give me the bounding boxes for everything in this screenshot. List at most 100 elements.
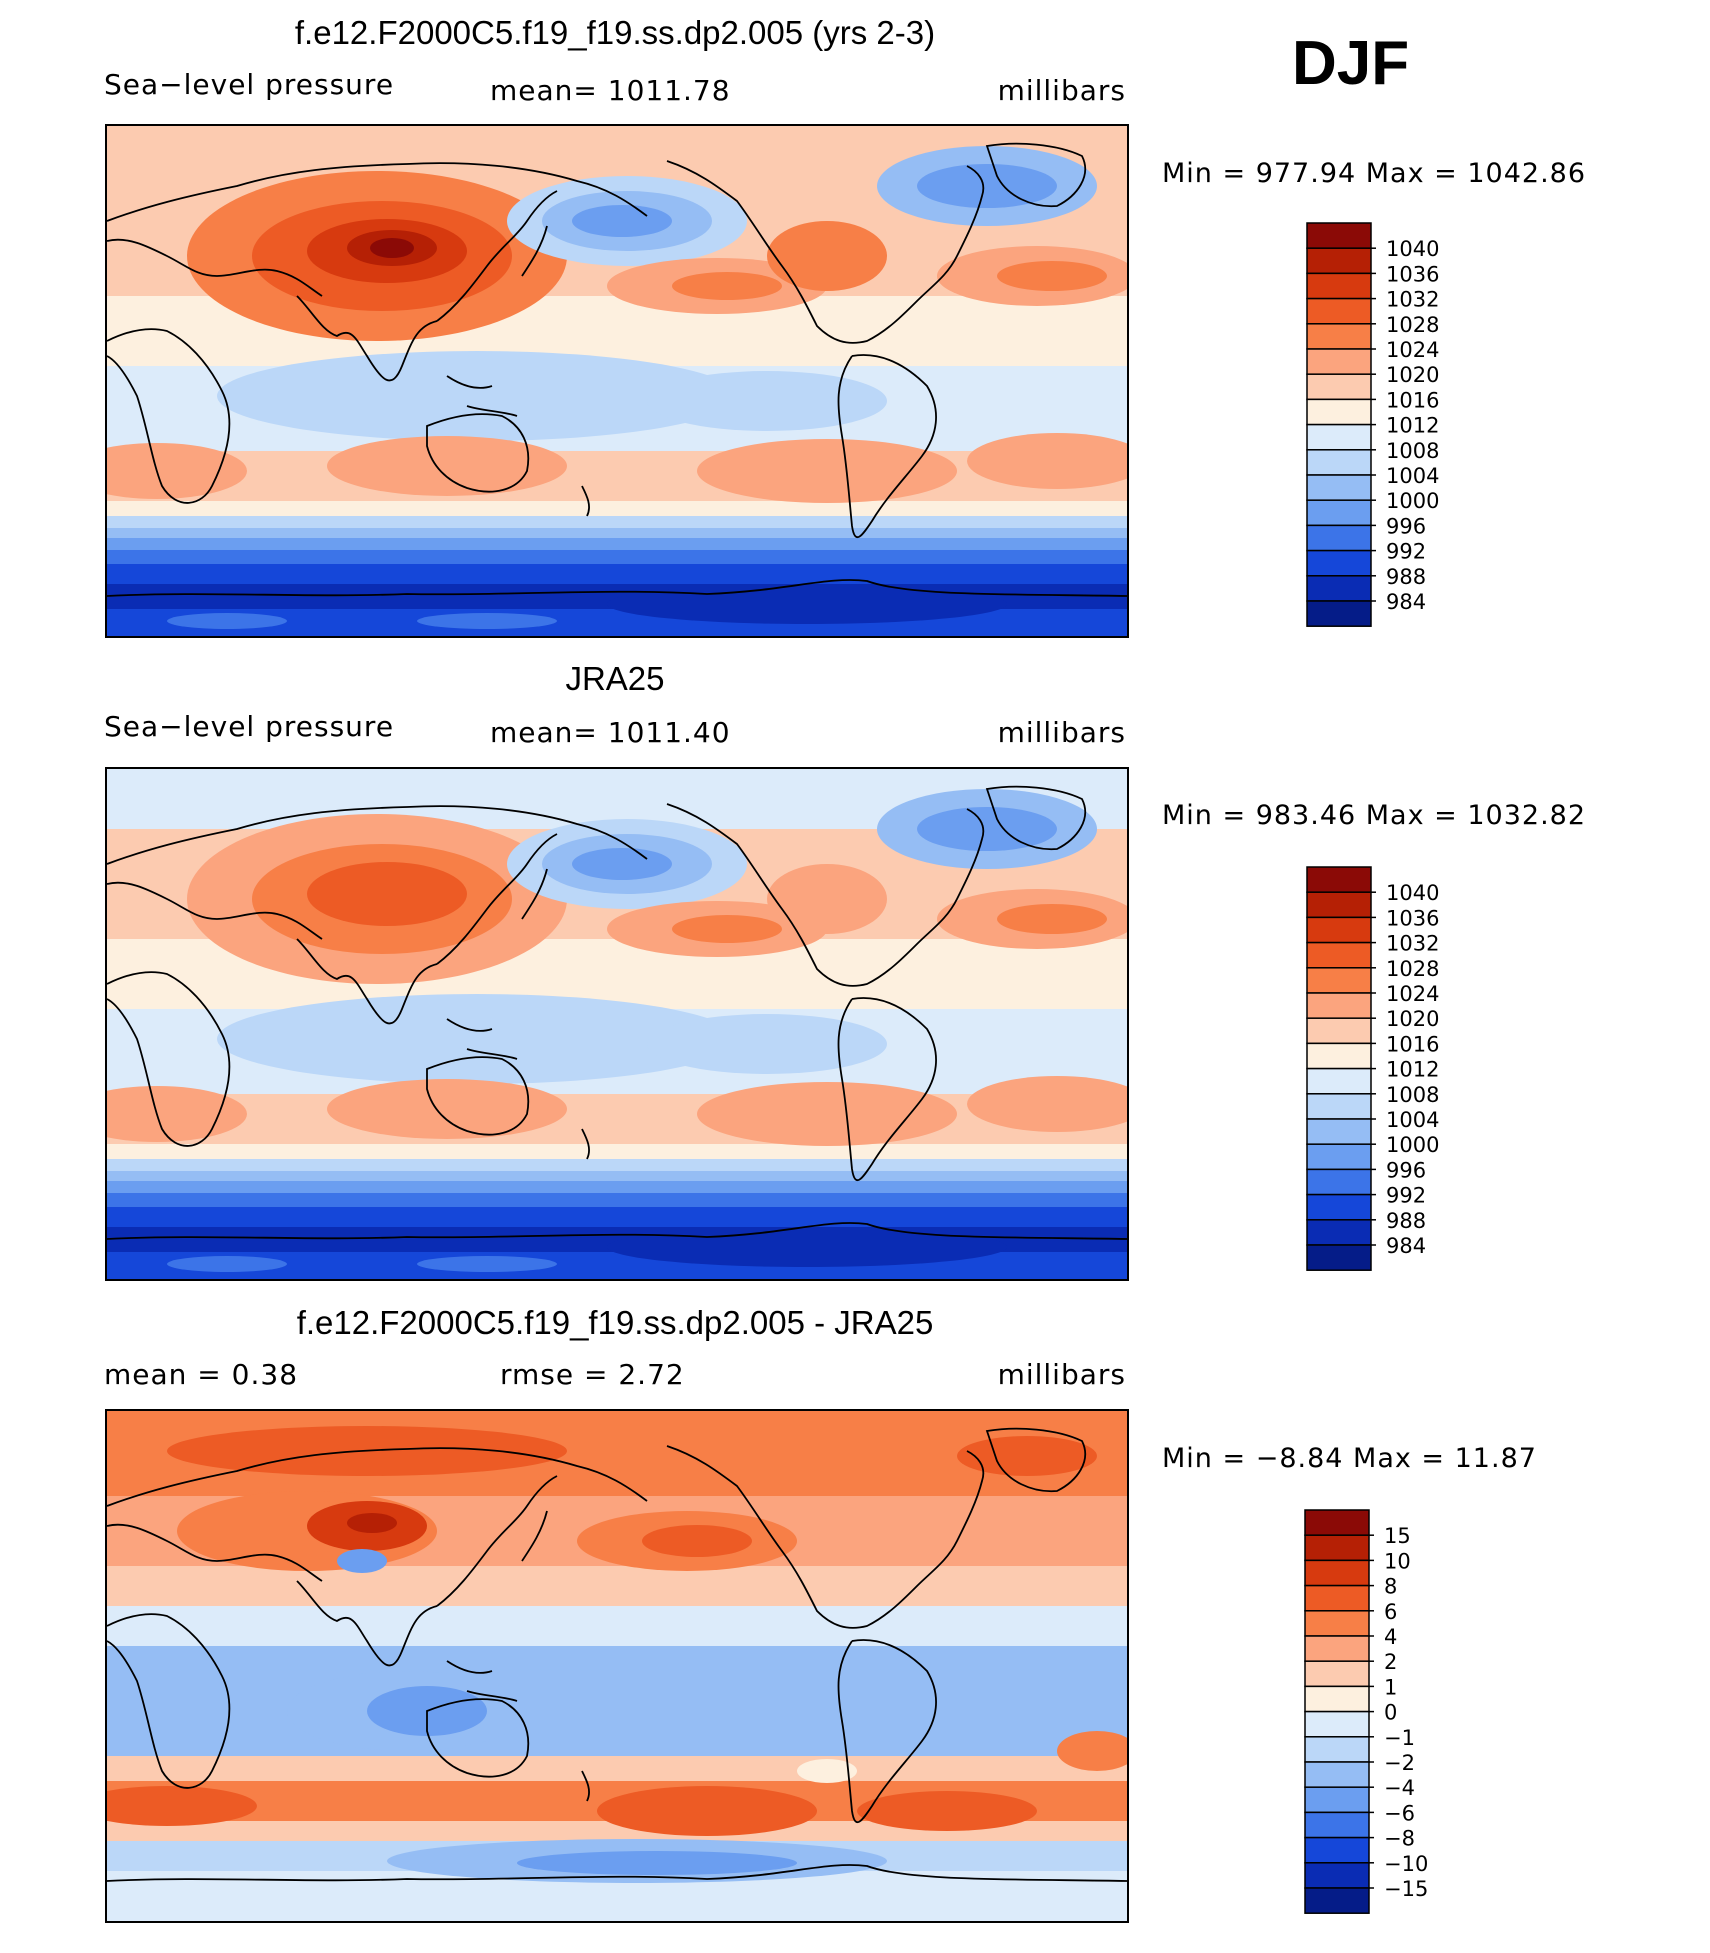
coastline bbox=[985, 785, 1087, 851]
coastline bbox=[296, 1580, 438, 1667]
map-svg bbox=[107, 1411, 1127, 1921]
colorbar-swatch bbox=[1306, 1143, 1372, 1171]
colorbar-swatch bbox=[1306, 323, 1372, 350]
panel-2-units-label: millibars bbox=[997, 716, 1126, 749]
coastline bbox=[107, 579, 1127, 597]
colorbar-tick-label: 1008 bbox=[1386, 1083, 1439, 1107]
colorbar-tick-label: 984 bbox=[1386, 1234, 1426, 1258]
panel-2-colorbar: 1040 1036 1032 1028 1024 1020 1016 1012 1008 1004… bbox=[1306, 866, 1496, 1273]
colorbar-swatch bbox=[1306, 1042, 1372, 1070]
colorbar-tick-label: 984 bbox=[1386, 590, 1426, 614]
colorbar-tick-label: 988 bbox=[1386, 565, 1426, 589]
panel-3-minmax: Min = −8.84 Max = 11.87 bbox=[1162, 1443, 1537, 1474]
coastline bbox=[436, 833, 558, 965]
coastline bbox=[446, 1660, 518, 1702]
colorbar-swatch bbox=[1306, 992, 1372, 1019]
colorbar-swatch bbox=[1306, 474, 1372, 501]
panel-2-variable-label: Sea−level pressure bbox=[104, 710, 395, 743]
colorbar-swatch bbox=[1306, 1118, 1372, 1145]
season-label: DJF bbox=[1292, 29, 1410, 98]
coastline bbox=[666, 1445, 985, 1629]
colorbar-tick-label: 1036 bbox=[1386, 906, 1439, 930]
panel-3-colorbar: 15 10 8 6 4 2 1 0 −1 −2 −4 −6 −8 −10 −15 bbox=[1304, 1509, 1494, 1916]
colorbar-swatch bbox=[1304, 1811, 1370, 1839]
panel-2-map bbox=[105, 767, 1129, 1281]
coastline bbox=[296, 295, 438, 382]
panel-2-minmax: Min = 983.46 Max = 1032.82 bbox=[1162, 800, 1587, 831]
panel-1-variable-label: Sea−level pressure bbox=[104, 68, 395, 101]
colorbar-tick-label: 1024 bbox=[1386, 338, 1439, 362]
colorbar-swatch bbox=[1306, 1244, 1372, 1271]
coastline bbox=[426, 1698, 530, 1778]
colorbar-swatch bbox=[1306, 600, 1372, 627]
colorbar-tick-label: 1040 bbox=[1386, 237, 1439, 261]
colorbar-tick-label: 1004 bbox=[1386, 464, 1439, 488]
colorbar-swatch bbox=[1306, 222, 1372, 249]
colorbar-tick-label: 992 bbox=[1386, 540, 1426, 564]
panel-1-map bbox=[105, 124, 1129, 638]
colorbar-swatch bbox=[1304, 1534, 1370, 1562]
colorbar-tick-label: 1040 bbox=[1386, 881, 1439, 905]
coastline bbox=[837, 997, 937, 1182]
panel-1-mean-label: mean= 1011.78 bbox=[490, 74, 731, 107]
colorbar-swatch bbox=[1304, 1862, 1370, 1889]
colorbar-swatch bbox=[1306, 916, 1372, 944]
colorbar-swatch bbox=[1306, 1193, 1372, 1221]
colorbar-tick-label: 1004 bbox=[1386, 1108, 1439, 1132]
colorbar-swatch bbox=[1306, 524, 1372, 552]
coastline bbox=[436, 190, 558, 322]
colorbar-tick-label: 8 bbox=[1384, 1575, 1397, 1599]
coastline bbox=[107, 971, 231, 1147]
colorbar-tick-label: −1 bbox=[1384, 1726, 1415, 1750]
colorbar-tick-label: −4 bbox=[1384, 1776, 1415, 1800]
coastline bbox=[436, 1475, 558, 1607]
colorbar-swatch bbox=[1304, 1786, 1370, 1814]
colorbar-swatch bbox=[1306, 549, 1372, 577]
coastline bbox=[107, 328, 231, 504]
coastline bbox=[521, 868, 548, 920]
coastline bbox=[107, 1222, 1127, 1240]
colorbar-tick-label: 1008 bbox=[1386, 439, 1439, 463]
coastline bbox=[666, 160, 985, 344]
coastline bbox=[107, 1447, 648, 1507]
panel-3-mean-label: mean = 0.38 bbox=[104, 1358, 299, 1391]
colorbar-tick-label: 1032 bbox=[1386, 932, 1439, 956]
colorbar-tick-label: 1016 bbox=[1386, 1032, 1439, 1056]
colorbar-swatch bbox=[1306, 423, 1372, 451]
colorbar-swatch bbox=[1304, 1660, 1370, 1688]
coastline bbox=[521, 225, 548, 277]
coastline bbox=[581, 1128, 590, 1160]
colorbar-swatch bbox=[1306, 449, 1372, 476]
colorbar-tick-label: 1032 bbox=[1386, 288, 1439, 312]
coastline bbox=[296, 938, 438, 1025]
colorbar-swatch bbox=[1306, 247, 1372, 275]
colorbar-tick-label: −10 bbox=[1384, 1852, 1428, 1876]
colorbar-swatch bbox=[1306, 1017, 1372, 1045]
colorbar-swatch bbox=[1304, 1509, 1370, 1536]
colorbar-tick-label: 1012 bbox=[1386, 1058, 1439, 1082]
coastline bbox=[107, 162, 648, 222]
coastline bbox=[426, 413, 530, 493]
panel-1-title: f.e12.F2000C5.f19_f19.ss.dp2.005 (yrs 2-… bbox=[294, 14, 936, 51]
colorbar-swatch bbox=[1306, 967, 1372, 994]
colorbar-tick-label: −6 bbox=[1384, 1801, 1415, 1825]
colorbar-tick-label: 1028 bbox=[1386, 313, 1439, 337]
colorbar-swatch bbox=[1306, 398, 1372, 426]
colorbar-swatch bbox=[1304, 1836, 1370, 1864]
colorbar-tick-label: 2 bbox=[1384, 1650, 1397, 1674]
coastline bbox=[837, 1639, 937, 1824]
colorbar-swatch bbox=[1304, 1610, 1370, 1637]
coastline bbox=[837, 354, 937, 539]
colorbar-swatch bbox=[1306, 941, 1372, 969]
colorbar-tick-label: −15 bbox=[1384, 1877, 1428, 1901]
colorbar-svg: 1040103610321028102410201016101210081004… bbox=[1306, 222, 1439, 627]
colorbar-swatch bbox=[1306, 373, 1372, 401]
colorbar-tick-label: 1036 bbox=[1386, 262, 1439, 286]
colorbar-swatch bbox=[1306, 1219, 1372, 1246]
colorbar-swatch bbox=[1304, 1761, 1370, 1788]
colorbar-tick-label: −2 bbox=[1384, 1751, 1415, 1775]
colorbar-tick-label: 10 bbox=[1384, 1549, 1411, 1573]
panel-3-map bbox=[105, 1409, 1129, 1923]
coastline bbox=[581, 1770, 590, 1802]
